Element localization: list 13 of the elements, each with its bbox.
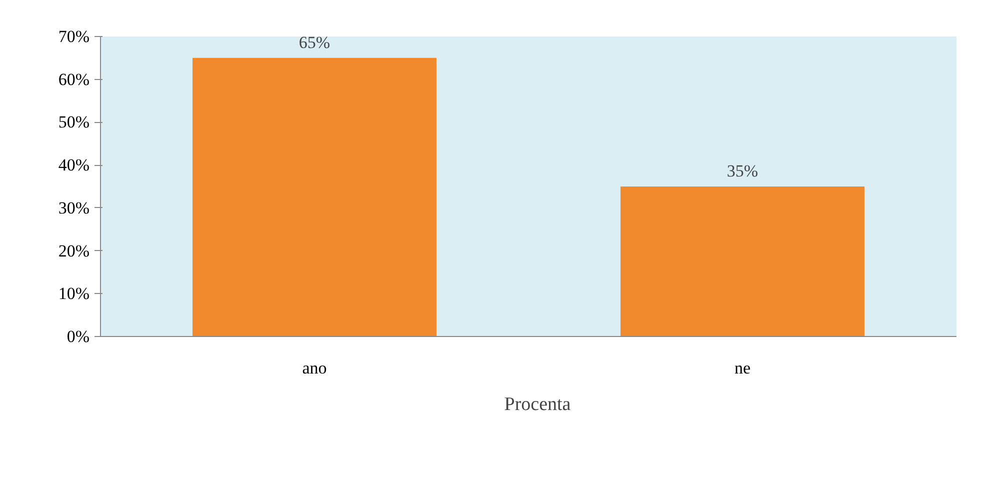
y-tick-label: 20% xyxy=(58,241,90,260)
data-label: 65% xyxy=(298,32,330,52)
y-tick-label: 60% xyxy=(58,70,90,89)
y-tick-label: 70% xyxy=(58,27,90,46)
y-tick-label: 40% xyxy=(58,156,90,175)
data-label: 35% xyxy=(726,162,758,180)
y-tick-label: 10% xyxy=(58,284,90,304)
y-tick-label: 50% xyxy=(58,112,90,132)
x-tick-label: ne xyxy=(734,358,751,378)
x-tick-label: ano xyxy=(302,358,327,378)
y-tick-label: 0% xyxy=(66,327,90,346)
y-tick-label: 30% xyxy=(58,198,90,218)
text: Procenta xyxy=(504,394,571,416)
